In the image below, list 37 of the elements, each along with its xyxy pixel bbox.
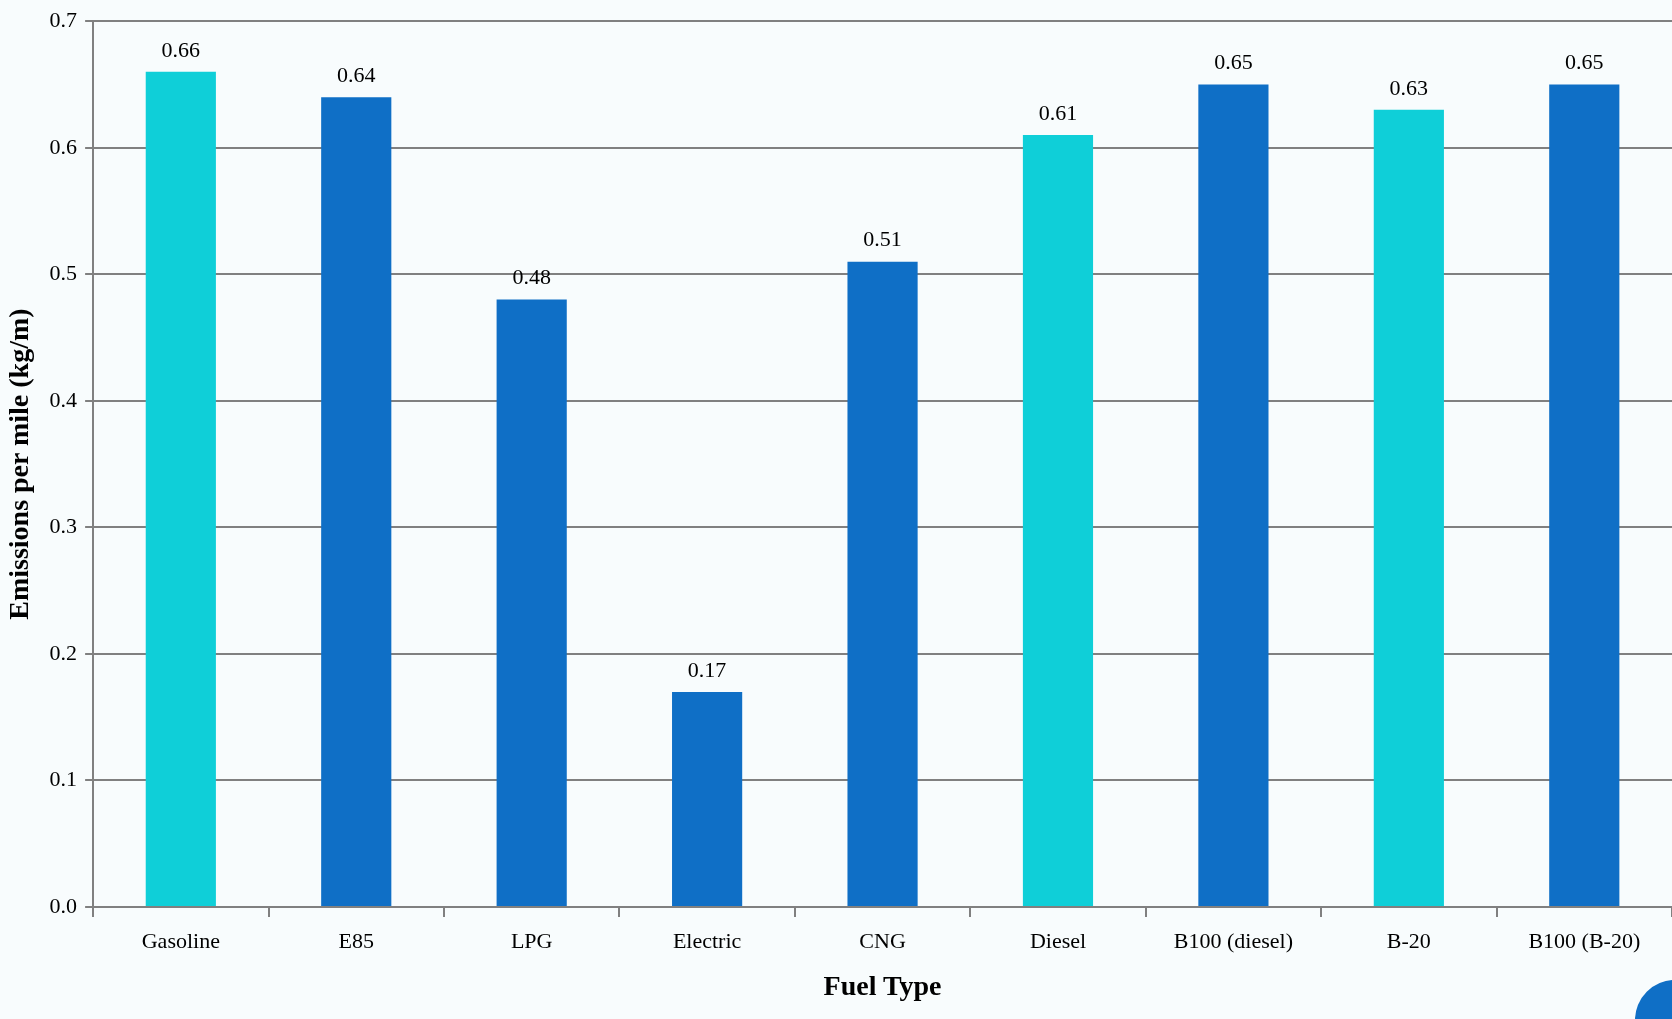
bar — [321, 97, 392, 906]
x-tick-label: B-20 — [1386, 927, 1431, 953]
bar — [847, 261, 918, 906]
bar — [496, 299, 567, 906]
y-tick-label: 0.6 — [49, 133, 78, 159]
x-tick-label: LPG — [510, 927, 553, 953]
bar — [1198, 84, 1269, 906]
y-tick-label: 0.4 — [49, 386, 78, 412]
y-tick-label: 0.5 — [49, 260, 78, 286]
data-label: 0.66 — [161, 36, 201, 62]
data-label: 0.63 — [1389, 74, 1429, 100]
y-tick-label: 0.3 — [49, 513, 78, 539]
data-label: 0.51 — [863, 226, 902, 252]
x-axis-title: Fuel Type — [823, 970, 942, 1002]
data-label: 0.65 — [1565, 49, 1604, 75]
x-tick-label: CNG — [859, 927, 906, 953]
bar — [672, 691, 743, 906]
y-tick-label: 0.2 — [49, 639, 78, 665]
y-axis-title: Emissions per mile (kg/m) — [3, 308, 35, 620]
x-tick-label: E85 — [338, 927, 374, 953]
y-tick-label: 0.0 — [49, 892, 78, 918]
bar — [145, 71, 216, 906]
bar — [1373, 109, 1444, 906]
y-tick-label: 0.1 — [49, 766, 78, 792]
data-label: 0.48 — [512, 264, 551, 290]
x-tick-label: Electric — [672, 927, 742, 953]
x-tick-label: B100 (diesel) — [1173, 927, 1293, 953]
data-label: 0.64 — [337, 61, 376, 87]
x-tick-label: B100 (B-20) — [1528, 927, 1641, 953]
x-tick-label: Diesel — [1029, 927, 1087, 953]
bar — [1549, 84, 1620, 906]
bar — [1022, 135, 1094, 906]
data-label: 0.61 — [1038, 99, 1078, 125]
x-tick-label: Gasoline — [141, 927, 220, 953]
y-tick-label: 0.7 — [49, 6, 78, 32]
data-label: 0.65 — [1214, 49, 1253, 75]
data-label: 0.17 — [687, 656, 727, 682]
